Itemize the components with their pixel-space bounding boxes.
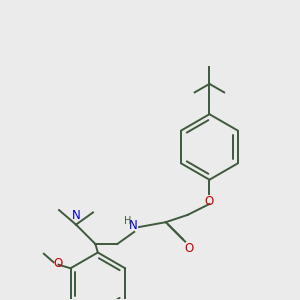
Text: H: H: [124, 216, 132, 226]
Text: O: O: [54, 257, 63, 270]
Text: N: N: [129, 219, 138, 232]
Text: O: O: [205, 196, 214, 208]
Text: O: O: [184, 242, 193, 255]
Text: N: N: [72, 209, 80, 222]
